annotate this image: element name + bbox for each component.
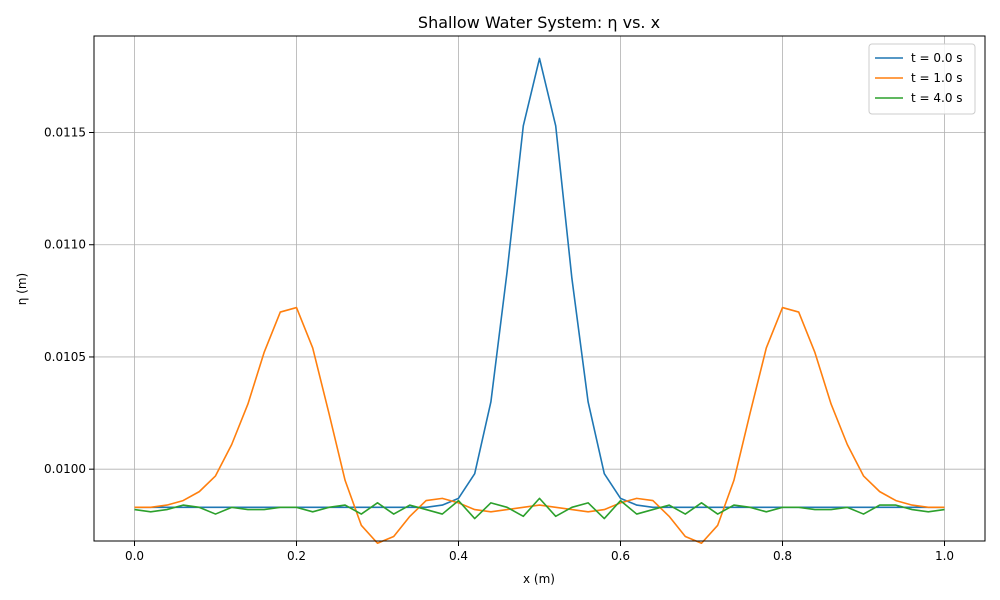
y-tick-label: 0.0115 xyxy=(44,126,86,140)
grid xyxy=(94,36,985,541)
y-axis: 0.0100 0.0105 0.0110 0.0115 xyxy=(44,126,94,476)
y-axis-label: η (m) xyxy=(15,273,29,305)
y-tick-label: 0.0105 xyxy=(44,350,86,364)
series-group xyxy=(134,57,945,545)
x-axis: 0.0 0.2 0.4 0.6 0.8 1.0 xyxy=(125,541,954,563)
legend-box xyxy=(868,43,976,115)
legend-label: t = 1.0 s xyxy=(911,71,963,85)
y-tick-label: 0.0100 xyxy=(44,462,86,476)
x-tick-label: 1.0 xyxy=(935,549,954,563)
legend: t = 0.0 s t = 1.0 s t = 4.0 s xyxy=(868,43,976,115)
legend-label: t = 0.0 s xyxy=(911,51,963,65)
x-axis-label: x (m) xyxy=(523,572,555,586)
plot-frame xyxy=(93,35,986,542)
x-tick-label: 0.6 xyxy=(611,549,630,563)
legend-label: t = 4.0 s xyxy=(911,91,963,105)
series-line-3 xyxy=(134,497,945,520)
y-tick-label: 0.0110 xyxy=(44,238,86,252)
chart-title: Shallow Water System: η vs. x xyxy=(418,13,660,32)
x-tick-label: 0.0 xyxy=(125,549,144,563)
series-line-1 xyxy=(134,57,945,509)
series-line-2 xyxy=(134,306,945,545)
x-tick-label: 0.8 xyxy=(773,549,792,563)
x-tick-label: 0.2 xyxy=(287,549,306,563)
x-tick-label: 0.4 xyxy=(449,549,468,563)
